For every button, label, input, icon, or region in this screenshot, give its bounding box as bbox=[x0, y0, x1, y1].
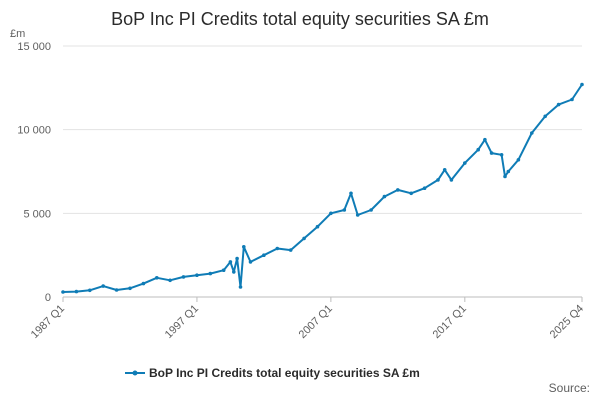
y-axis-unit: £m bbox=[10, 28, 25, 40]
data-point bbox=[101, 284, 105, 288]
data-point bbox=[208, 271, 213, 276]
chart-title: BoP Inc PI Credits total equity securiti… bbox=[111, 9, 489, 29]
data-point bbox=[442, 168, 447, 172]
data-point bbox=[88, 288, 92, 293]
data-point bbox=[288, 248, 293, 252]
data-point bbox=[349, 191, 353, 196]
grid-lines bbox=[63, 45, 582, 214]
data-point bbox=[74, 289, 79, 294]
data-point bbox=[499, 153, 504, 157]
data-point bbox=[463, 161, 467, 165]
x-tick-label: 2025 Q4 bbox=[548, 303, 586, 341]
data-point bbox=[315, 224, 320, 229]
y-tick-label: 10 000 bbox=[17, 125, 51, 137]
data-point bbox=[329, 211, 333, 216]
data-point bbox=[422, 186, 427, 190]
series-line bbox=[62, 83, 583, 293]
data-point bbox=[516, 158, 521, 162]
data-point bbox=[355, 213, 360, 217]
data-point bbox=[489, 151, 494, 155]
data-point bbox=[128, 286, 132, 291]
legend-label: BoP Inc PI Credits total equity securiti… bbox=[149, 366, 420, 380]
legend: BoP Inc PI Credits total equity securiti… bbox=[125, 366, 420, 380]
y-axis-ticks: 0 5 000 10 000 15 000 bbox=[17, 41, 51, 304]
legend-swatch-marker bbox=[132, 370, 138, 376]
data-point bbox=[302, 236, 306, 241]
data-point bbox=[155, 276, 159, 280]
data-point bbox=[61, 290, 65, 294]
x-tick-label: 2017 Q1 bbox=[431, 303, 469, 341]
data-point bbox=[235, 256, 239, 261]
data-point bbox=[556, 102, 561, 107]
data-point bbox=[382, 194, 387, 199]
x-tick-label: 2007 Q1 bbox=[297, 303, 335, 341]
data-point bbox=[570, 97, 574, 102]
data-point bbox=[483, 137, 487, 142]
data-point bbox=[449, 178, 454, 182]
x-axis-ticks: 1987 Q1 1997 Q1 2007 Q1 2017 Q1 2025 Q4 bbox=[29, 297, 586, 341]
data-point bbox=[436, 178, 440, 182]
series-group bbox=[61, 82, 584, 294]
data-point bbox=[409, 191, 414, 196]
data-point bbox=[506, 169, 511, 174]
data-point bbox=[168, 278, 172, 283]
data-point bbox=[543, 114, 547, 119]
data-point bbox=[181, 275, 186, 279]
data-point bbox=[580, 82, 584, 87]
x-tick-label: 1997 Q1 bbox=[163, 303, 201, 341]
data-point bbox=[262, 253, 266, 257]
data-point bbox=[530, 131, 534, 135]
data-point bbox=[141, 281, 146, 286]
x-tick-label: 1987 Q1 bbox=[29, 303, 67, 341]
y-tick-label: 5 000 bbox=[23, 208, 51, 220]
data-point bbox=[503, 174, 507, 179]
data-point bbox=[476, 147, 481, 152]
data-point bbox=[221, 268, 226, 273]
data-point bbox=[275, 246, 280, 251]
data-point bbox=[242, 245, 246, 249]
y-tick-label: 15 000 bbox=[17, 41, 51, 53]
data-point bbox=[228, 260, 233, 264]
y-tick-label: 0 bbox=[45, 292, 51, 304]
source-label: Source: bbox=[549, 381, 590, 395]
data-point bbox=[238, 285, 243, 289]
data-point bbox=[114, 288, 119, 292]
data-point bbox=[342, 208, 347, 212]
data-point bbox=[396, 188, 400, 192]
data-point bbox=[232, 270, 236, 274]
data-point bbox=[369, 208, 373, 212]
data-point bbox=[248, 260, 253, 264]
data-point bbox=[195, 273, 199, 278]
